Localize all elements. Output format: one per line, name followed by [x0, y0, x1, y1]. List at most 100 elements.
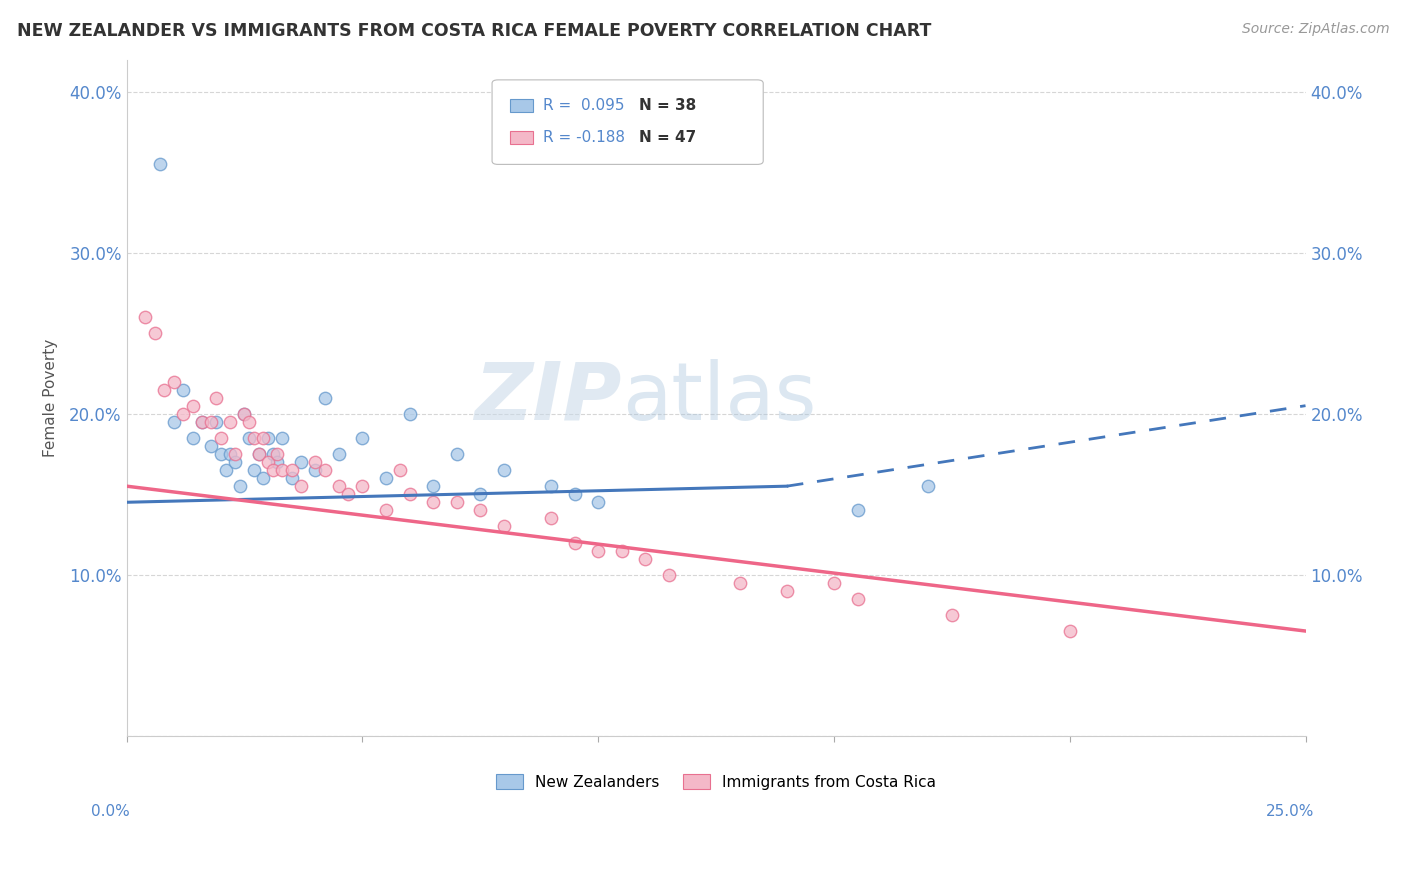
- Text: N = 47: N = 47: [640, 130, 697, 145]
- Point: [290, 479, 312, 493]
- Point: [492, 463, 515, 477]
- Point: [149, 157, 172, 171]
- Point: [181, 431, 204, 445]
- Point: [238, 431, 260, 445]
- Text: R = -0.188: R = -0.188: [543, 130, 624, 145]
- Point: [398, 487, 420, 501]
- Legend: New Zealanders, Immigrants from Costa Rica: New Zealanders, Immigrants from Costa Ri…: [489, 767, 942, 796]
- Point: [470, 503, 492, 517]
- Point: [540, 511, 562, 525]
- Point: [153, 383, 176, 397]
- Point: [191, 415, 214, 429]
- Point: [257, 455, 280, 469]
- Point: [214, 463, 236, 477]
- Point: [823, 575, 845, 590]
- Bar: [510, 130, 533, 145]
- Point: [375, 471, 398, 485]
- Point: [181, 399, 204, 413]
- Point: [375, 503, 398, 517]
- Point: [233, 407, 256, 421]
- Point: [328, 479, 350, 493]
- Point: [314, 391, 336, 405]
- Point: [243, 463, 266, 477]
- Point: [941, 607, 963, 622]
- Point: [280, 463, 302, 477]
- Point: [422, 495, 444, 509]
- Text: Source: ZipAtlas.com: Source: ZipAtlas.com: [1241, 22, 1389, 37]
- Point: [252, 471, 274, 485]
- Bar: [510, 99, 533, 112]
- Point: [304, 455, 326, 469]
- Point: [262, 447, 284, 461]
- Point: [728, 575, 751, 590]
- Text: ZIP: ZIP: [474, 359, 621, 437]
- Point: [219, 415, 242, 429]
- FancyBboxPatch shape: [492, 80, 763, 164]
- Point: [398, 407, 420, 421]
- Point: [314, 463, 336, 477]
- Point: [238, 415, 260, 429]
- Point: [257, 431, 280, 445]
- Point: [262, 463, 284, 477]
- Point: [205, 391, 228, 405]
- Point: [328, 447, 350, 461]
- Point: [337, 487, 360, 501]
- Point: [352, 431, 374, 445]
- Point: [271, 463, 294, 477]
- Point: [219, 447, 242, 461]
- Point: [304, 463, 326, 477]
- Point: [446, 447, 468, 461]
- Point: [252, 431, 274, 445]
- Text: R =  0.095: R = 0.095: [543, 98, 624, 113]
- Text: NEW ZEALANDER VS IMMIGRANTS FROM COSTA RICA FEMALE POVERTY CORRELATION CHART: NEW ZEALANDER VS IMMIGRANTS FROM COSTA R…: [17, 22, 931, 40]
- Point: [266, 455, 288, 469]
- Point: [422, 479, 444, 493]
- Text: 25.0%: 25.0%: [1267, 805, 1315, 819]
- Point: [446, 495, 468, 509]
- Point: [917, 479, 939, 493]
- Point: [540, 479, 562, 493]
- Point: [224, 455, 246, 469]
- Point: [243, 431, 266, 445]
- Point: [846, 503, 869, 517]
- Point: [224, 447, 246, 461]
- Point: [776, 583, 799, 598]
- Point: [564, 535, 586, 549]
- Point: [143, 326, 166, 341]
- Point: [389, 463, 412, 477]
- Point: [266, 447, 288, 461]
- Point: [610, 543, 633, 558]
- Point: [271, 431, 294, 445]
- Point: [163, 375, 186, 389]
- Point: [586, 543, 609, 558]
- Point: [209, 431, 232, 445]
- Text: 0.0%: 0.0%: [91, 805, 131, 819]
- Point: [163, 415, 186, 429]
- Point: [191, 415, 214, 429]
- Point: [492, 519, 515, 533]
- Y-axis label: Female Poverty: Female Poverty: [44, 338, 58, 457]
- Point: [200, 415, 222, 429]
- Point: [470, 487, 492, 501]
- Point: [233, 407, 256, 421]
- Point: [658, 567, 681, 582]
- Point: [352, 479, 374, 493]
- Point: [229, 479, 252, 493]
- Point: [290, 455, 312, 469]
- Point: [280, 471, 302, 485]
- Point: [200, 439, 222, 453]
- Point: [634, 551, 657, 566]
- Point: [205, 415, 228, 429]
- Point: [172, 407, 194, 421]
- Text: atlas: atlas: [621, 359, 815, 437]
- Point: [1059, 624, 1081, 638]
- Point: [134, 310, 156, 325]
- Point: [172, 383, 194, 397]
- Point: [247, 447, 270, 461]
- Point: [586, 495, 609, 509]
- Text: N = 38: N = 38: [640, 98, 697, 113]
- Point: [846, 591, 869, 606]
- Point: [209, 447, 232, 461]
- Point: [564, 487, 586, 501]
- Point: [247, 447, 270, 461]
